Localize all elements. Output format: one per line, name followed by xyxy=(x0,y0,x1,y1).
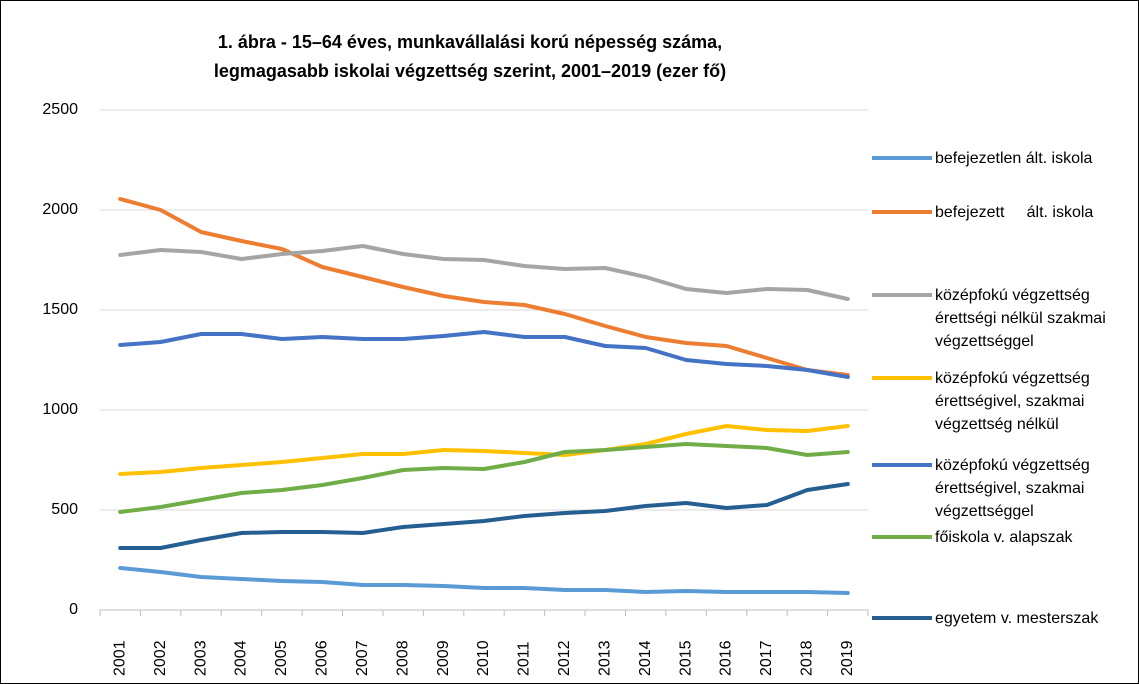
y-tick-label: 2000 xyxy=(42,201,78,218)
legend-label: befejezett ált. iskola xyxy=(935,203,1094,221)
x-tick-label: 2019 xyxy=(839,640,856,676)
x-tick-label: 2004 xyxy=(233,640,250,676)
series-line xyxy=(118,244,850,301)
x-tick-label: 2006 xyxy=(314,640,331,676)
series-line xyxy=(118,424,850,476)
x-tick-label: 2002 xyxy=(152,640,169,676)
x-tick-label: 2012 xyxy=(556,640,573,676)
x-tick-label: 2015 xyxy=(677,640,694,676)
x-tick-label: 2018 xyxy=(799,640,816,676)
x-tick-label: 2007 xyxy=(354,640,371,676)
chart-title: 1. ábra - 15–64 éves, munkavállalási kor… xyxy=(213,32,727,81)
x-tick-label: 2001 xyxy=(111,640,128,676)
legend-label: középfokú végzettség érettségivel, szakm… xyxy=(935,456,1095,520)
y-tick-label: 1500 xyxy=(42,301,78,318)
y-tick-label: 500 xyxy=(51,501,78,518)
x-tick-label: 2009 xyxy=(435,640,452,676)
x-tick-label: 2011 xyxy=(516,641,533,676)
x-tick-label: 2008 xyxy=(394,640,411,676)
legend-label: főiskola v. alapszak xyxy=(935,528,1073,546)
x-tick-label: 2013 xyxy=(596,640,613,676)
series-line xyxy=(118,197,850,377)
legend-label: középfokú végzettség érettségi nélkül sz… xyxy=(935,286,1111,350)
legend-label: egyetem v. mesterszak xyxy=(935,609,1099,627)
series-line xyxy=(118,566,850,595)
x-tick-label: 2010 xyxy=(475,640,492,676)
x-tick-label: 2005 xyxy=(273,640,290,676)
y-tick-label: 0 xyxy=(69,601,78,618)
x-tick-label: 2014 xyxy=(637,640,654,676)
legend-label: középfokú végzettség érettségivel, szakm… xyxy=(935,369,1095,433)
x-tick-label: 2003 xyxy=(192,640,209,676)
legend-label: befejezetlen ált. iskola xyxy=(935,149,1093,167)
series-line xyxy=(118,442,850,514)
y-tick-label: 1000 xyxy=(42,401,78,418)
x-tick-label: 2017 xyxy=(758,640,775,676)
y-tick-label: 2500 xyxy=(42,101,78,118)
series-line xyxy=(118,330,850,379)
series-line xyxy=(118,482,850,550)
x-tick-label: 2016 xyxy=(718,640,735,676)
